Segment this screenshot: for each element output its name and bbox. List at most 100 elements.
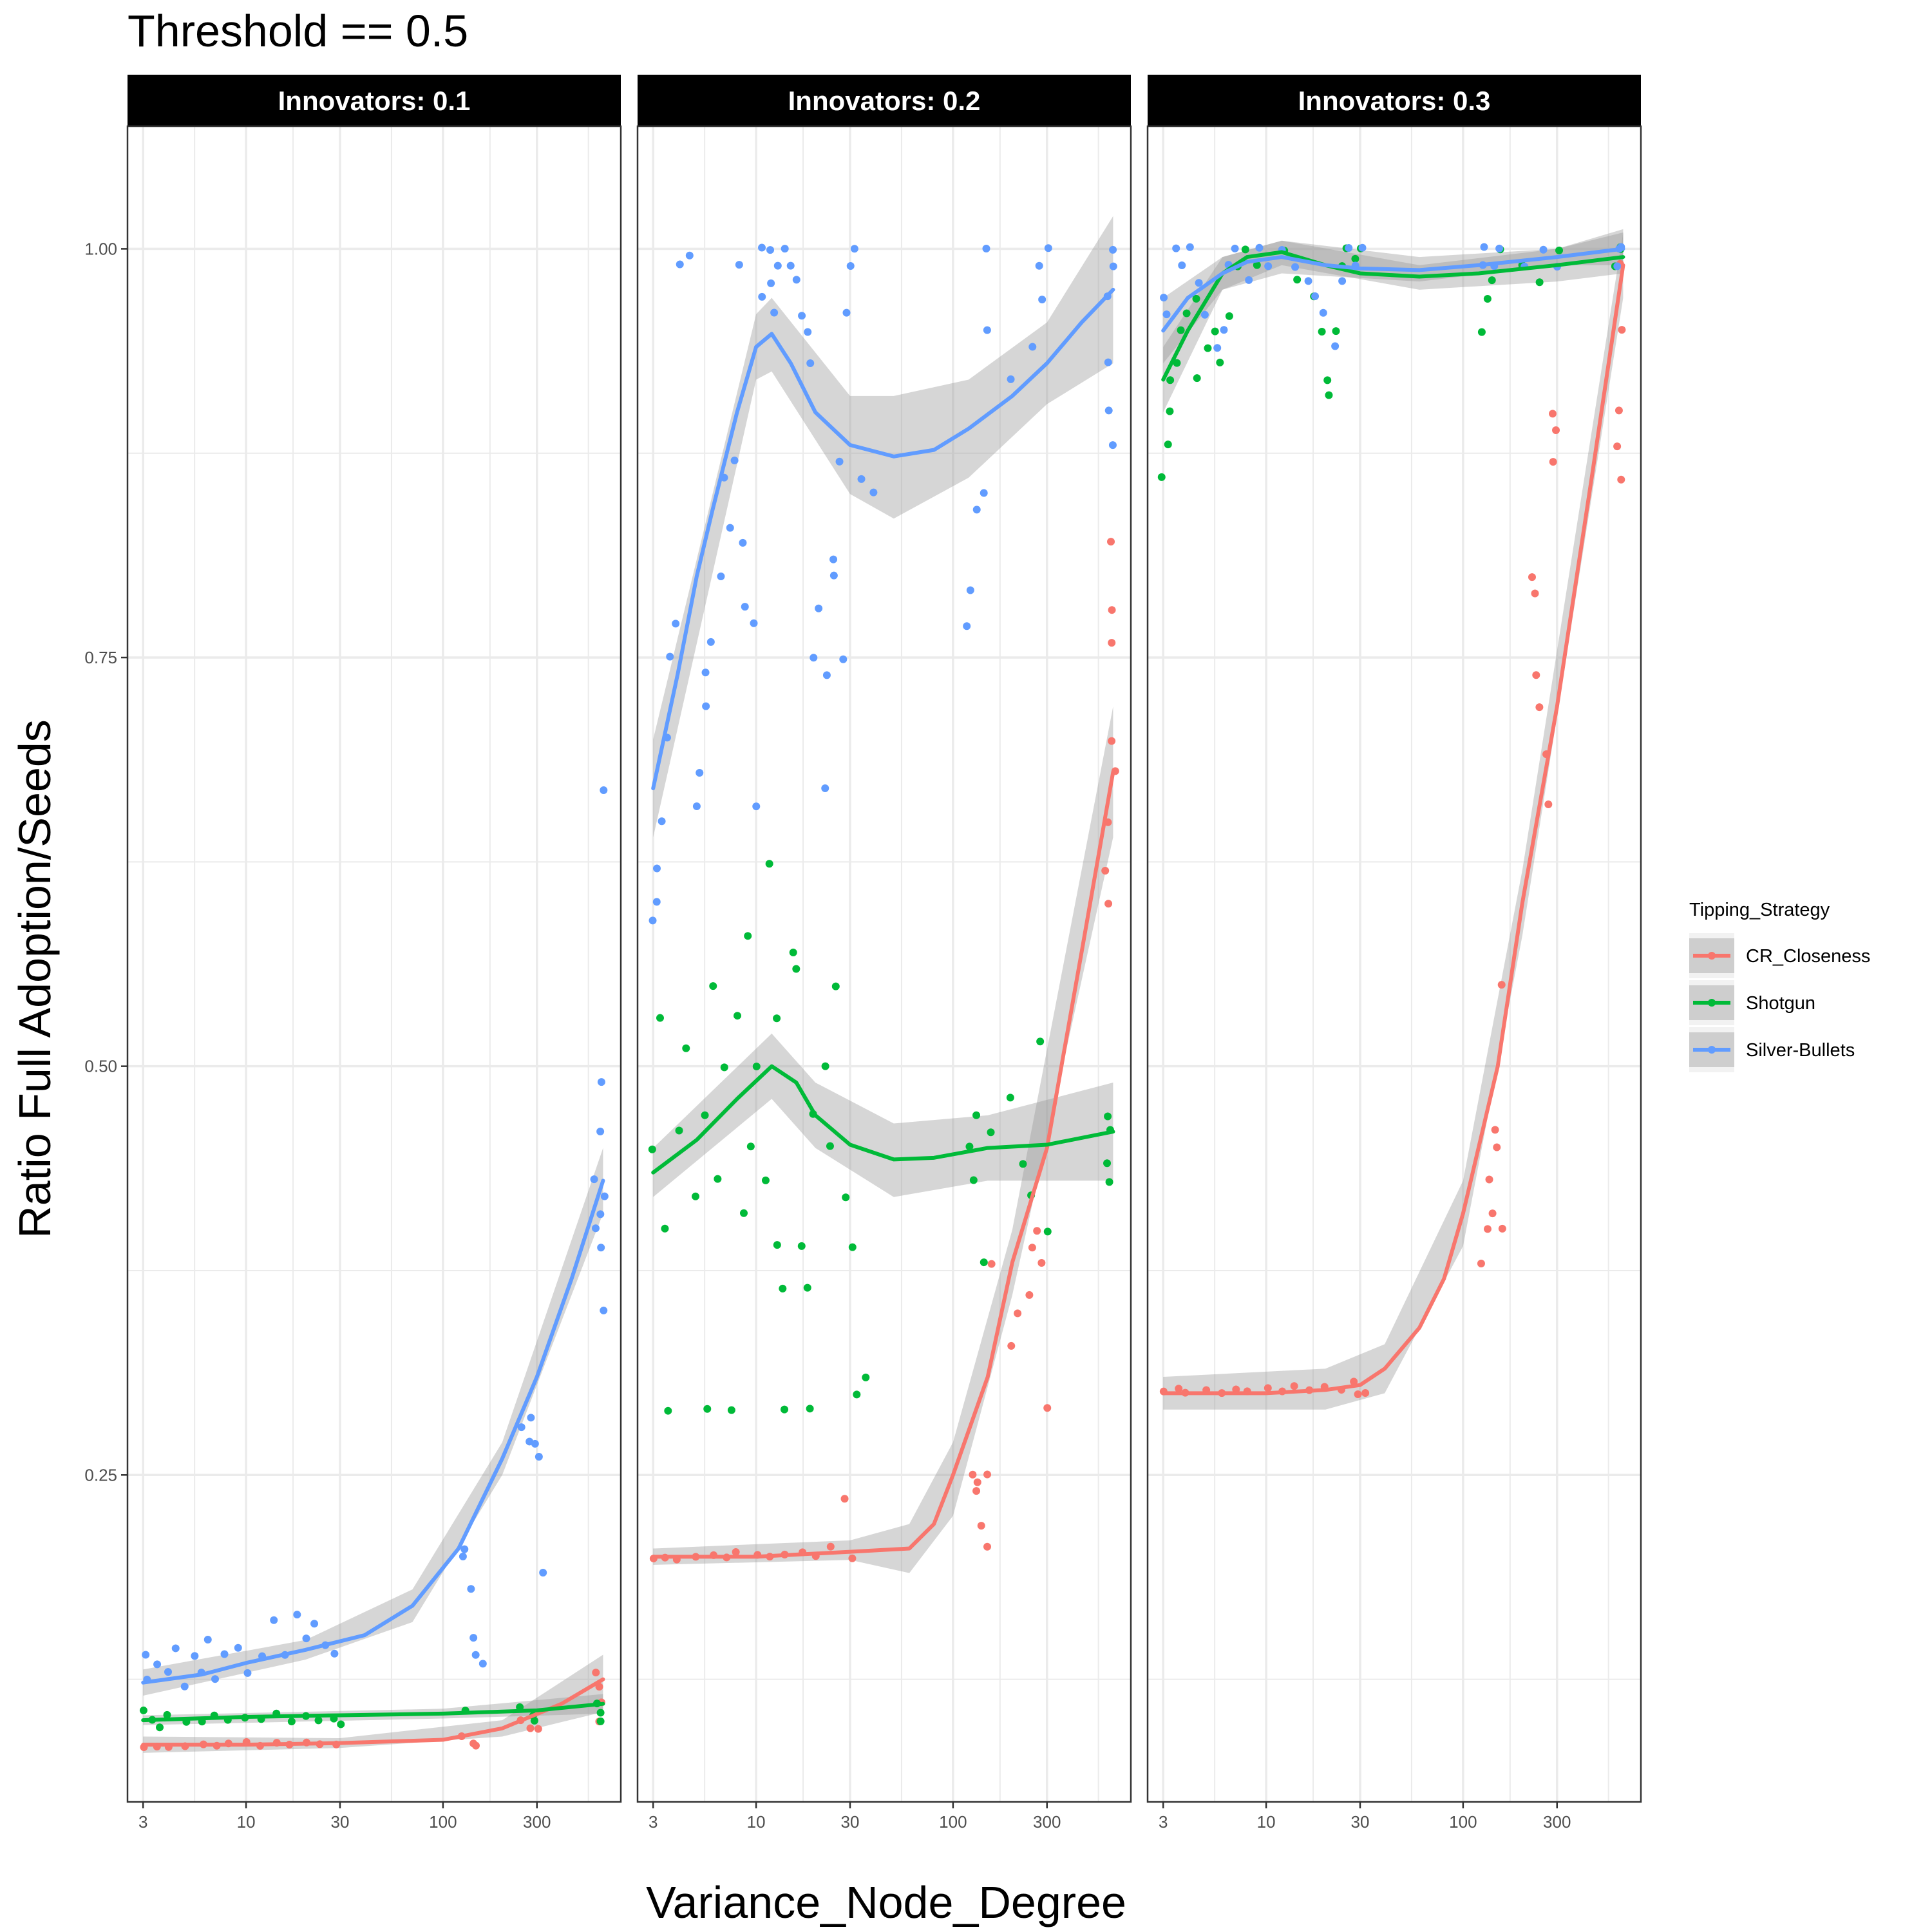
- data-point: [781, 245, 789, 253]
- data-point: [983, 326, 991, 334]
- data-point: [1166, 407, 1174, 415]
- legend-key-point: [1708, 952, 1716, 960]
- data-point: [1488, 276, 1496, 285]
- data-point: [1109, 262, 1117, 270]
- data-point: [471, 1741, 480, 1750]
- data-point: [862, 1373, 870, 1381]
- data-point: [1548, 410, 1557, 418]
- data-point: [469, 1634, 478, 1642]
- data-point: [1105, 1178, 1113, 1186]
- data-point: [797, 1242, 806, 1250]
- confidence-ribbon-cr_closeness: [143, 1654, 603, 1753]
- smooth-line-cr_closeness: [141, 1677, 605, 1747]
- data-point: [831, 982, 840, 990]
- data-point: [1497, 981, 1506, 989]
- data-point: [1204, 344, 1212, 352]
- data-point: [590, 1175, 598, 1184]
- data-point: [1109, 245, 1117, 254]
- data-point: [666, 652, 674, 661]
- data-point: [1535, 703, 1544, 712]
- data-point: [1216, 358, 1224, 366]
- data-point: [835, 457, 844, 466]
- data-point: [1220, 326, 1228, 334]
- facet-strip-label: Innovators: 0.2: [788, 86, 981, 116]
- data-point: [314, 1716, 323, 1725]
- data-point: [750, 619, 758, 627]
- x-tick-label: 30: [841, 1812, 860, 1832]
- data-point: [1498, 1224, 1506, 1233]
- data-point: [234, 1643, 242, 1652]
- data-point: [706, 638, 715, 646]
- data-point: [829, 571, 838, 580]
- data-point: [727, 1406, 735, 1414]
- data-point: [652, 898, 661, 906]
- data-point: [702, 702, 710, 710]
- data-point: [530, 1716, 538, 1725]
- data-point: [842, 308, 851, 317]
- x-tick-label: 30: [331, 1812, 350, 1832]
- data-point: [664, 1406, 672, 1415]
- data-point: [164, 1668, 172, 1676]
- legend: Tipping_Strategy CR_Closeness Shotgun Silv…: [1689, 900, 1870, 1072]
- facet-panel-2: Innovators: 0.2 3 10 30 100 300: [636, 75, 1132, 1832]
- data-point: [846, 262, 855, 270]
- data-point: [1323, 376, 1332, 384]
- data-point: [1338, 277, 1347, 285]
- x-tick-label: 10: [747, 1812, 766, 1832]
- data-point: [661, 1224, 669, 1233]
- confidence-ribbon-silver-bullets: [653, 216, 1113, 838]
- data-point: [156, 1723, 164, 1732]
- smooth-line-shotgun: [651, 1064, 1115, 1175]
- data-point: [982, 244, 990, 252]
- data-point: [717, 573, 725, 581]
- data-point: [980, 489, 988, 497]
- data-point: [850, 245, 858, 253]
- y-tick-label: 0.50: [84, 1057, 117, 1076]
- x-tick-label: 300: [1033, 1812, 1061, 1832]
- x-tick-label: 30: [1351, 1812, 1370, 1832]
- legend-entry-cr_closeness: CR_Closeness: [1689, 933, 1870, 978]
- data-point: [821, 784, 829, 793]
- data-point: [744, 932, 752, 940]
- data-point: [153, 1660, 162, 1669]
- data-point: [965, 1142, 974, 1151]
- data-point: [1361, 1389, 1370, 1397]
- data-point: [792, 965, 800, 973]
- data-point: [752, 802, 761, 811]
- x-tick-label: 100: [1449, 1812, 1477, 1832]
- data-point: [526, 1724, 535, 1732]
- x-tick-label: 100: [939, 1812, 967, 1832]
- data-point: [1033, 1227, 1041, 1235]
- data-point: [714, 1175, 722, 1183]
- data-point: [1480, 243, 1488, 251]
- confidence-ribbon-cr_closeness: [1163, 232, 1624, 1410]
- data-point: [1104, 358, 1112, 366]
- data-point: [459, 1552, 467, 1560]
- data-point: [966, 586, 974, 594]
- data-point: [1108, 441, 1117, 450]
- x-tick-label: 3: [1159, 1812, 1168, 1832]
- data-point: [839, 655, 848, 663]
- data-point: [1253, 261, 1261, 269]
- data-point: [676, 260, 684, 269]
- data-point: [597, 1244, 605, 1252]
- data-point: [1043, 1404, 1052, 1412]
- data-point: [848, 1243, 857, 1251]
- data-point: [139, 1706, 147, 1714]
- data-point: [741, 603, 749, 611]
- data-point: [732, 1548, 740, 1556]
- data-point: [987, 1260, 996, 1268]
- data-point: [815, 604, 823, 612]
- smooth-line-silver-bullets: [651, 287, 1115, 791]
- data-point: [709, 982, 717, 990]
- data-point: [973, 1478, 981, 1486]
- data-point: [330, 1649, 339, 1658]
- legend-title: Tipping_Strategy: [1689, 900, 1830, 920]
- facet-strip: [638, 75, 1131, 126]
- panel-background: [1148, 126, 1641, 1802]
- data-point: [972, 1111, 981, 1119]
- data-point: [758, 243, 766, 252]
- data-point: [829, 555, 838, 564]
- data-point: [287, 1718, 296, 1726]
- data-point: [1325, 391, 1333, 399]
